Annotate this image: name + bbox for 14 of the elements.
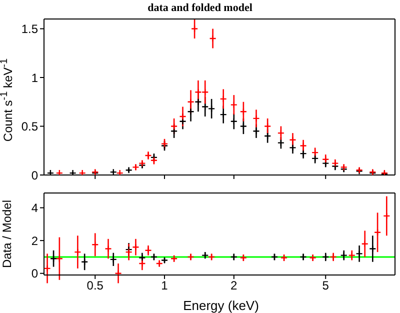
x-tick-label: 1 — [161, 278, 168, 293]
y-tick-label: 2 — [31, 234, 38, 248]
x-tick-label: 2 — [230, 278, 238, 293]
y-tick-label: 0 — [31, 266, 38, 281]
y-tick-label: 1.5 — [21, 22, 38, 36]
x-tick-label: 5 — [322, 278, 330, 293]
y-tick-label: 0.5 — [21, 120, 38, 134]
x-axis-title: Energy (keV) — [182, 298, 260, 313]
y-tick-label: 1 — [31, 70, 38, 85]
y-tick-label: 4 — [31, 201, 38, 216]
chart-title: data and folded model — [146, 2, 254, 14]
x-tick-label: 0.5 — [86, 278, 104, 293]
y-tick-label: 0 — [31, 168, 38, 182]
y-axis-title: Data / Model — [0, 199, 14, 268]
